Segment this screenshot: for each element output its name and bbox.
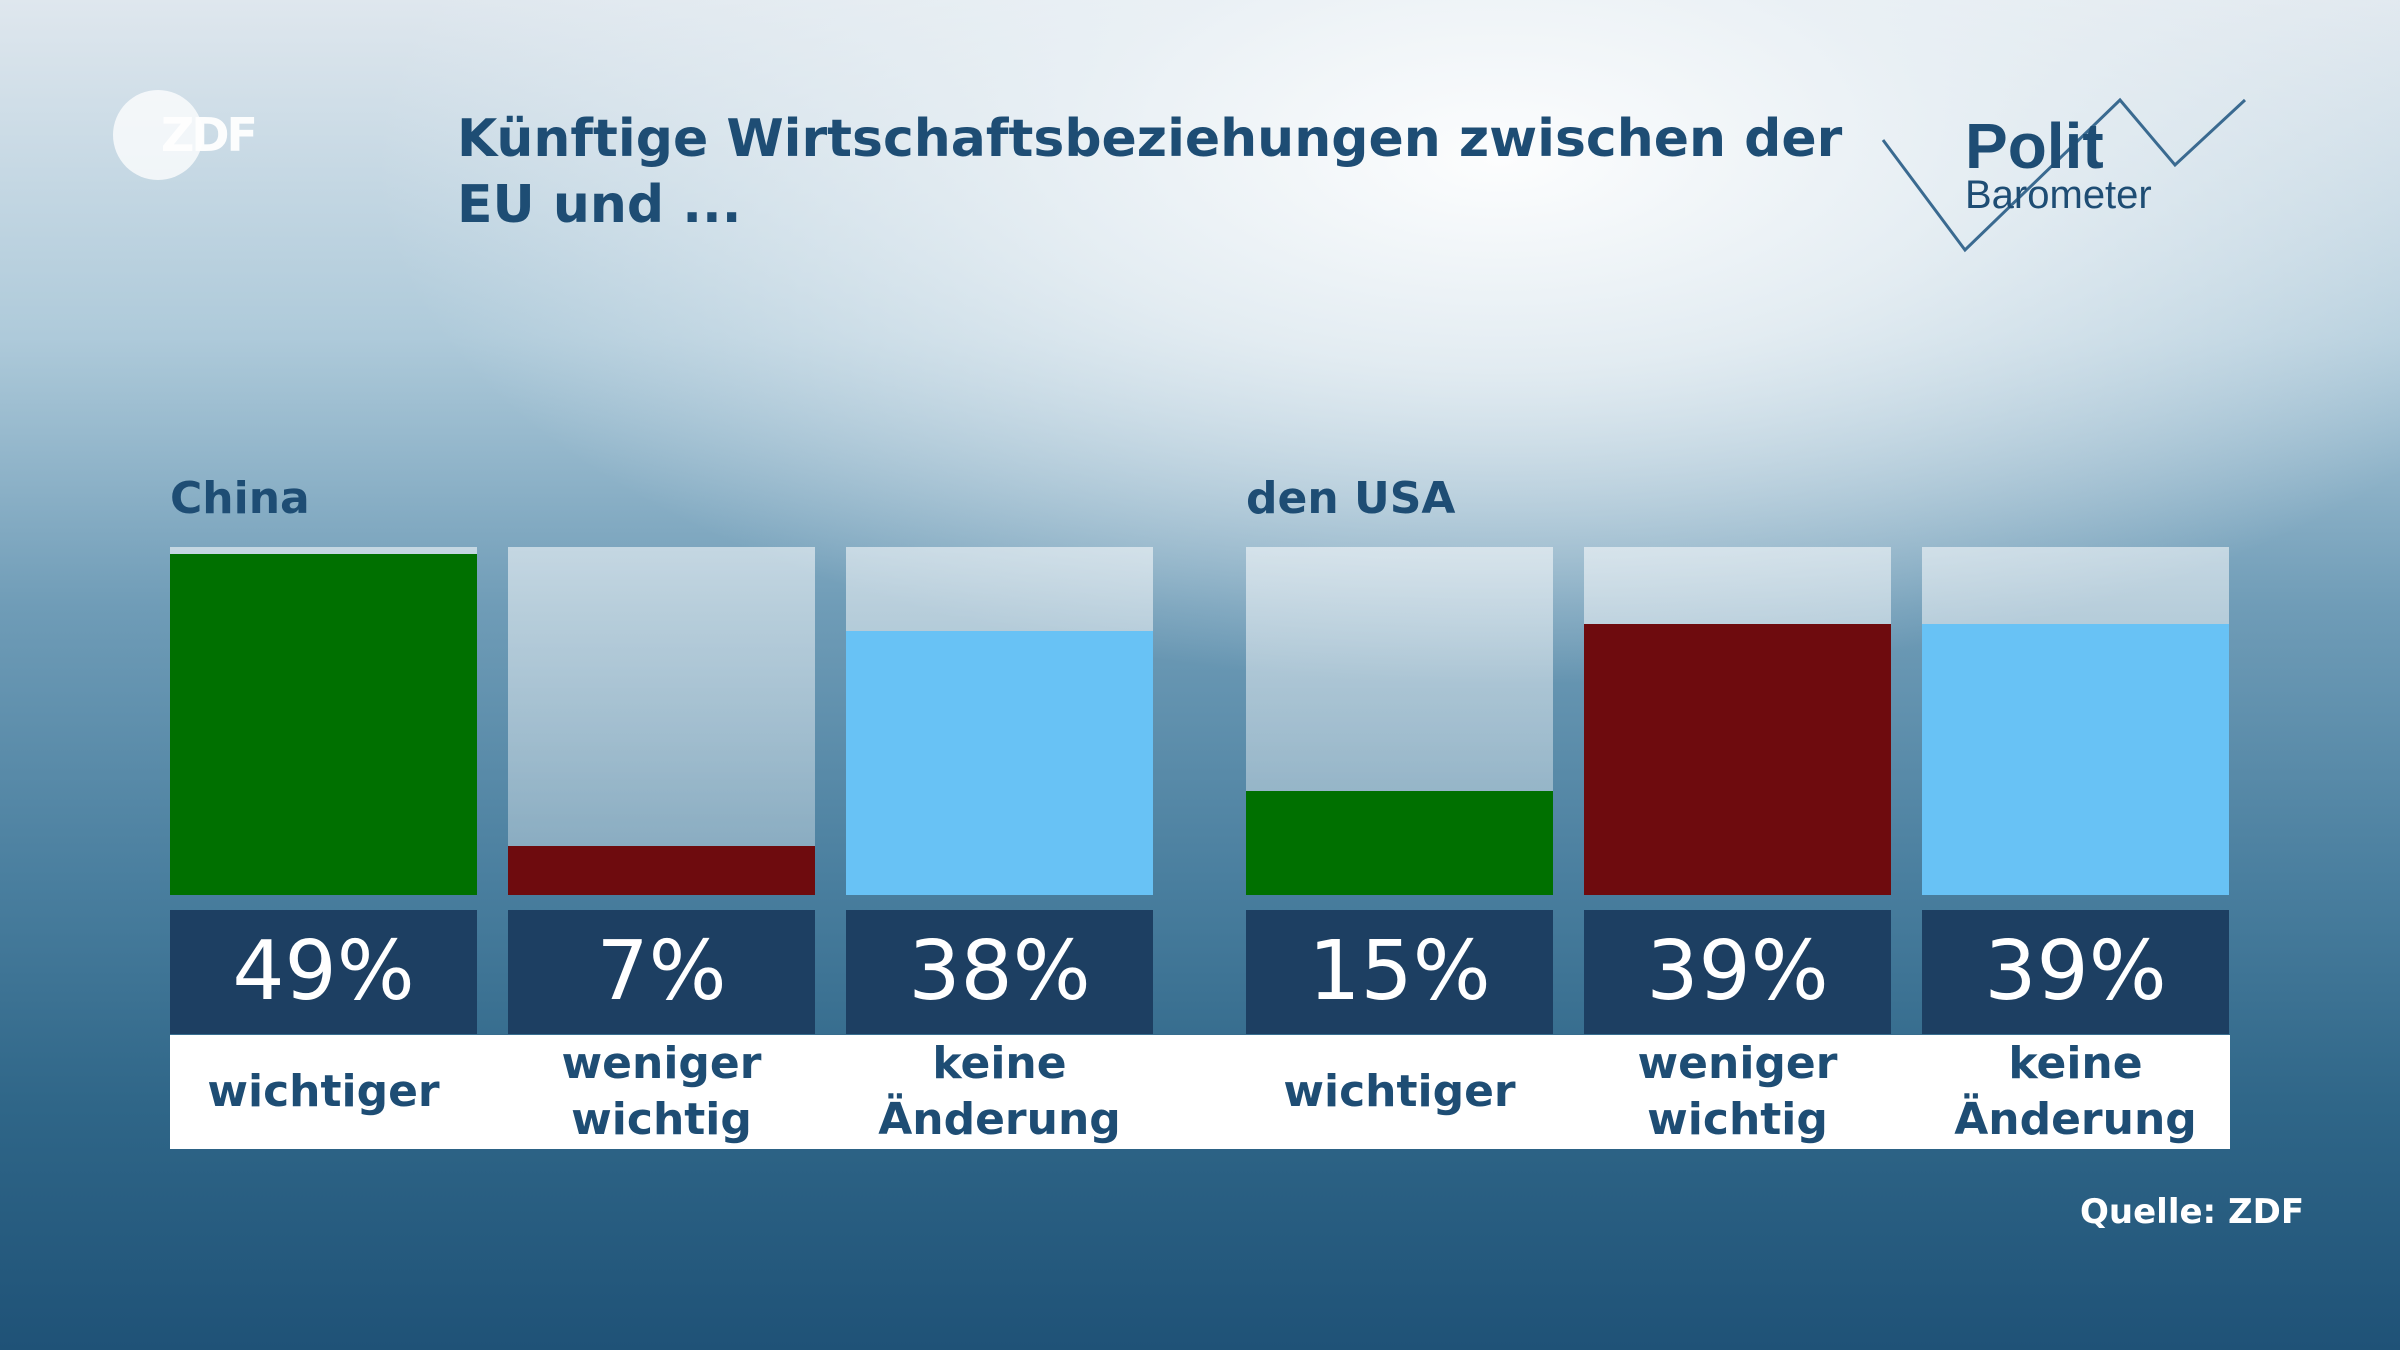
source-note: Quelle: ZDF [2080, 1192, 2305, 1232]
barometer-text: Barometer [1965, 173, 2152, 217]
value-label-usa-weniger-wichtig: 39% [1584, 910, 1891, 1034]
value-label-usa-wichtiger: 15% [1246, 910, 1553, 1034]
value-label-usa-keine-aenderung: 39% [1922, 910, 2229, 1034]
bar-track [508, 547, 815, 895]
politbarometer-logo: Polit Barometer [1875, 95, 2250, 255]
group-label-usa: den USA [1246, 473, 1456, 524]
category-label-usa-keine-aenderung: keine Änderung [1922, 1035, 2229, 1149]
bar-china-weniger-wichtig [508, 846, 815, 895]
bar-china-keine-aenderung [846, 631, 1153, 895]
category-label-usa-wichtiger: wichtiger [1246, 1035, 1553, 1149]
value-label-china-wichtiger: 49% [170, 910, 477, 1034]
category-label-china-keine-aenderung: keine Änderung [846, 1035, 1153, 1149]
bar-track [170, 547, 477, 895]
bar-usa-wichtiger [1246, 791, 1553, 895]
category-label-usa-weniger-wichtig: weniger wichtig [1584, 1035, 1891, 1149]
bar-china-wichtiger [170, 554, 477, 895]
category-label-china-weniger-wichtig: weniger wichtig [508, 1035, 815, 1149]
bar-track [1246, 547, 1553, 895]
bar-track [1922, 547, 2229, 895]
zdf-logo-text: ZDF [161, 108, 258, 162]
bar-track [1584, 547, 1891, 895]
category-label-strip [170, 1035, 2230, 1149]
polit-text: Polit [1965, 110, 2104, 182]
category-label-china-wichtiger: wichtiger [170, 1035, 477, 1149]
zdf-logo-disc [113, 90, 203, 180]
value-label-china-weniger-wichtig: 7% [508, 910, 815, 1034]
zdf-logo: ZDF [113, 90, 283, 180]
bar-usa-keine-aenderung [1922, 624, 2229, 895]
bar-usa-weniger-wichtig [1584, 624, 1891, 895]
chart-title: Künftige Wirtschaftsbeziehungen zwischen… [457, 109, 1843, 235]
value-label-china-keine-aenderung: 38% [846, 910, 1153, 1034]
politbarometer-zigzag-icon [1881, 97, 2247, 253]
group-label-china: China [170, 473, 310, 524]
bar-track [846, 547, 1153, 895]
